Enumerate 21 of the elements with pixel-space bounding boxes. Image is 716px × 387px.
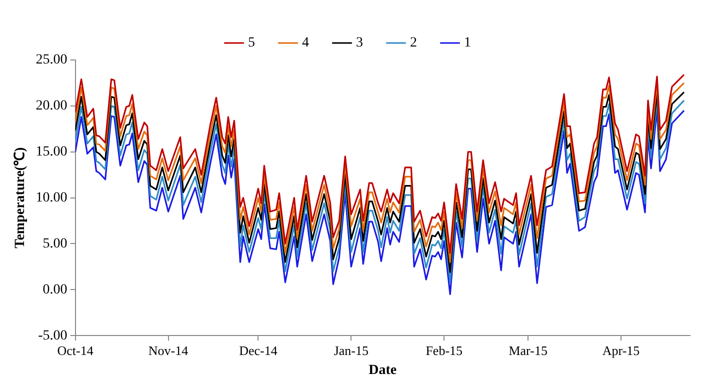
x-tick-label: Dec-14 [239,342,278,358]
x-tick-label: Jan-15 [334,342,368,358]
y-tick-label: 5.00 [42,236,68,252]
y-tick-label: 20.00 [36,98,68,114]
legend-label: 1 [464,36,471,51]
x-tick-label: Mar-15 [508,342,548,358]
y-tick-label: -5.00 [38,328,68,344]
x-axis-title: Date [368,363,397,378]
y-tick-label: 0.00 [42,282,68,298]
legend-label: 2 [410,36,417,51]
x-tick-label: Apr-15 [602,342,640,358]
x-tick-label: Nov-14 [148,342,189,358]
legend-label: 5 [248,36,255,51]
legend-label: 3 [356,36,363,51]
x-tick-label: Feb-15 [426,342,463,358]
x-tick-label: Oct-14 [57,342,94,358]
y-tick-label: 25.00 [36,52,68,68]
y-tick-label: 15.00 [36,144,68,160]
y-tick-label: 10.00 [36,190,68,206]
y-axis-title: Temperature(℃) [13,146,28,248]
legend-label: 4 [302,36,309,51]
